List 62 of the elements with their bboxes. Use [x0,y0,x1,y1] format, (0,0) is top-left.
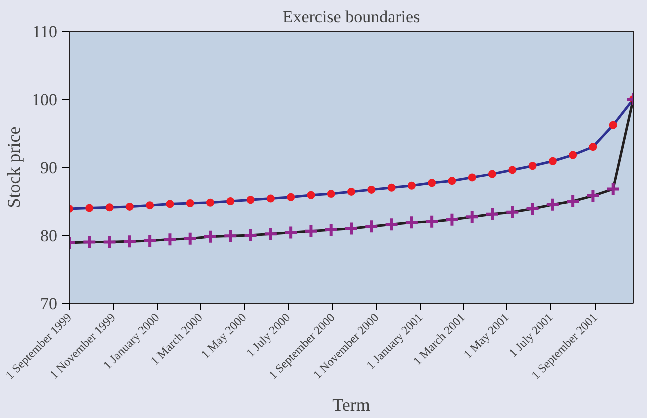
point [344,221,359,236]
point [243,228,258,243]
point [448,177,456,186]
y-tick-label: 100 [32,90,58,110]
x-axis-title: Term [332,395,370,416]
point [223,228,238,244]
point [464,210,480,225]
point [428,179,436,188]
point [162,232,178,248]
point [126,202,134,211]
point [324,222,339,238]
y-tick-label: 80 [40,226,58,246]
y-axis-title: Stock price [4,126,24,208]
point [287,193,296,202]
point [348,188,356,196]
point [408,182,416,190]
point [545,197,560,212]
point [424,214,440,230]
point [263,226,278,242]
point [203,229,218,244]
point [206,198,214,207]
point [444,212,460,228]
point [304,224,319,239]
point [106,204,114,212]
point [566,194,581,209]
point [609,121,618,130]
point [284,225,299,240]
y-tick-label: 90 [40,158,58,178]
point [548,157,557,166]
point [266,194,275,203]
point [468,174,476,182]
point [508,166,517,174]
point [142,233,158,248]
point [589,143,598,152]
point [122,234,138,250]
point [186,200,194,208]
point [102,234,118,250]
y-tick-label: 110 [32,22,58,42]
point [166,200,174,208]
point [327,190,336,198]
point [246,196,255,204]
point [528,162,537,170]
point [182,231,198,246]
point [485,206,500,222]
point [525,201,540,216]
point [307,191,316,200]
point [226,198,235,206]
point [364,219,380,234]
point [404,215,420,230]
point [388,184,396,192]
point [606,182,621,197]
point [86,204,94,212]
point [82,234,98,250]
y-tick-label: 70 [40,294,58,314]
point [146,202,154,210]
point [488,170,496,178]
point [569,151,578,160]
chart-title: Exercise boundaries [282,8,420,26]
point [505,204,520,220]
point [586,188,601,204]
point [384,217,400,232]
point [368,186,376,194]
